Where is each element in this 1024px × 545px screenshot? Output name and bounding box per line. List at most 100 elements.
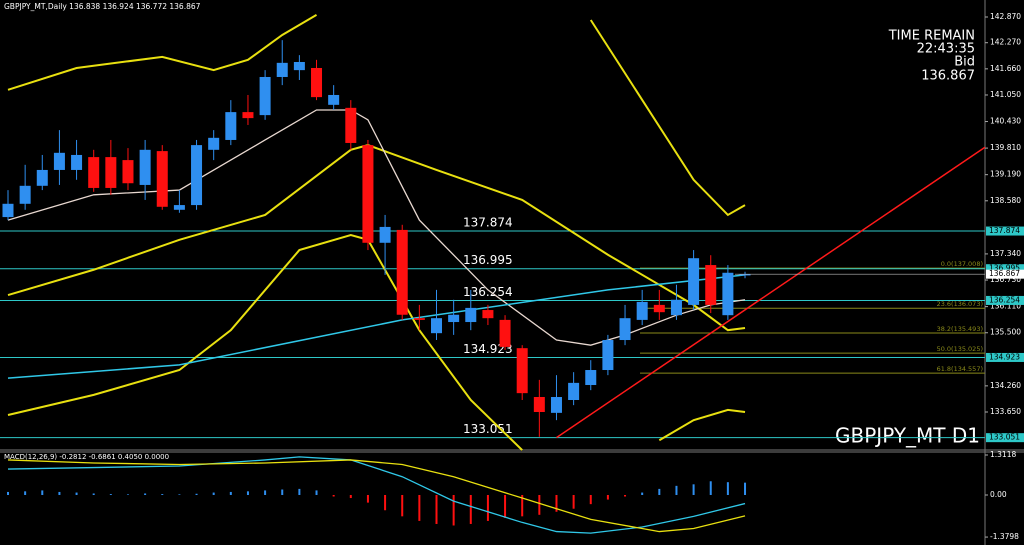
level-tag [986,433,1024,443]
macd-bar [41,490,44,495]
candle-body [88,157,100,188]
indicator-line [7,14,318,91]
fib-label: 23.6(136.073) [937,300,983,308]
macd-bar [572,494,575,509]
candle-body [71,154,83,170]
candle-body [396,229,408,315]
indicator-line [7,234,523,451]
macd-bar [92,493,95,495]
time-remain-title: TIME REMAIN [888,29,975,44]
candle-body [550,397,562,413]
macd-bar [555,494,558,512]
macd-bar [75,492,78,495]
y-tick-label: 142.870 [990,12,1021,21]
macd-bar [401,494,404,517]
candle-body [328,94,340,105]
y-tick-label: 133.650 [990,407,1021,416]
macd-bar [264,490,267,495]
candle-body [670,299,682,316]
macd-bar [692,484,695,495]
macd-bar [161,494,164,495]
level-label: 137.874 [463,216,513,230]
candle-body [191,145,203,206]
macd-bar [521,494,524,517]
y-tick-label: 138.580 [990,196,1021,205]
macd-line [7,456,746,534]
candle-body [362,145,374,243]
candle-body [602,340,614,371]
candle-body [688,258,700,305]
candle-body [379,226,391,243]
bid-tag-label: 136.867 [989,269,1020,278]
candle-body [156,151,168,207]
candle-body [533,397,545,413]
macd-bar [126,494,129,495]
macd-bar [589,494,592,505]
macd-bar [332,494,335,497]
candle-body [722,272,734,316]
level-tag [986,226,1024,236]
candle-body [482,310,494,319]
candle-body [448,314,460,323]
candle-body [636,301,648,320]
fib-label: 0.0(137.008) [941,260,983,268]
candle-body [105,157,117,188]
level-label: 133.051 [463,422,513,436]
y-tick-label: 139.810 [990,143,1021,152]
macd-bar [641,492,644,495]
indicator-line [7,109,746,346]
macd-bar [469,494,472,524]
macd-bar [229,491,232,495]
macd-bar [675,485,678,495]
candle-body [276,62,288,77]
candle-body [705,265,717,305]
macd-bar [246,491,249,495]
bid-tag [986,269,1024,279]
indicator-line [658,408,746,442]
level-tag-label: 134.923 [989,352,1020,361]
candle-body [259,76,271,116]
candle-body [293,61,305,71]
candle-body [465,307,477,323]
macd-bar [298,488,301,495]
macd-bar [435,494,438,524]
trendline [556,146,986,439]
candle-body [311,67,323,98]
y-tick-label: 134.260 [990,381,1021,390]
candle-body [585,370,597,386]
macd-bar [384,494,387,511]
level-label: 136.995 [463,253,513,267]
candle-body [516,348,528,394]
macd-tick-label: -1.3798 [990,532,1019,541]
symbol-label: GBPJPY_MT D1 [835,424,980,448]
candle-body [53,152,65,170]
time-remain: 22:43:35 [917,42,975,57]
macd-line [7,459,746,533]
header: GBPJPY_MT,Daily 136.838 136.924 136.772 … [4,2,201,11]
y-tick-label: 135.500 [990,328,1021,337]
candle-body [739,274,751,276]
level-tag-label: 136.995 [989,264,1020,273]
candle-body [568,382,580,401]
macd-bar [658,488,661,495]
macd-bar [349,494,352,499]
y-tick-label: 141.660 [990,64,1021,73]
macd-bar [7,491,9,495]
macd-bar [109,494,112,495]
candle-body [619,318,631,341]
level-tag-label: 133.051 [989,433,1020,442]
y-tick-label: 140.430 [990,117,1021,126]
macd-bar [486,494,489,521]
bid-label: Bid [954,55,975,70]
candle-body [225,112,237,140]
indicator-line [589,19,746,217]
macd-label: MACD(12,26,9) -0.2812 -0.6861 0.4050 0.0… [4,453,169,461]
y-tick-label: 142.270 [990,38,1021,47]
macd-bar [606,494,609,500]
macd-bar [315,490,318,495]
macd-bar [452,494,455,526]
macd-bar [726,482,729,495]
y-tick-label: 136.110 [990,302,1021,311]
macd-bar [366,494,369,503]
y-tick-label: 141.050 [990,90,1021,99]
